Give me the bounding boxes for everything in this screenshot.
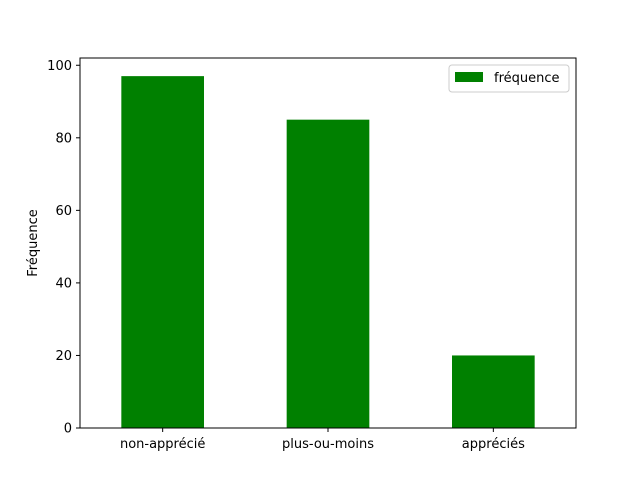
bar-2 <box>452 355 535 428</box>
y-tick-label-1: 20 <box>55 349 72 364</box>
y-axis-label: Fréquence <box>26 209 41 276</box>
y-axis-ticks: 0 20 40 60 80 100 <box>47 59 80 437</box>
x-tick-label-1: plus-ou-moins <box>282 437 374 452</box>
legend: fréquence <box>448 64 570 93</box>
bar-group <box>121 76 535 429</box>
x-tick-label-0: non-apprécié <box>120 437 205 452</box>
y-tick-label-4: 80 <box>55 131 72 146</box>
y-tick-label-2: 40 <box>55 276 72 291</box>
legend-label: fréquence <box>494 71 560 86</box>
x-tick-label-2: appréciés <box>462 437 525 452</box>
bar-0 <box>121 76 204 428</box>
legend-box <box>448 64 570 93</box>
y-tick-label-5: 100 <box>47 59 72 74</box>
y-tick-label-0: 0 <box>64 422 72 437</box>
y-tick-label-3: 60 <box>55 204 72 219</box>
legend-swatch <box>455 72 483 82</box>
x-axis-ticks: non-apprécié plus-ou-moins appréciés <box>120 428 525 452</box>
bar-1 <box>286 119 370 429</box>
